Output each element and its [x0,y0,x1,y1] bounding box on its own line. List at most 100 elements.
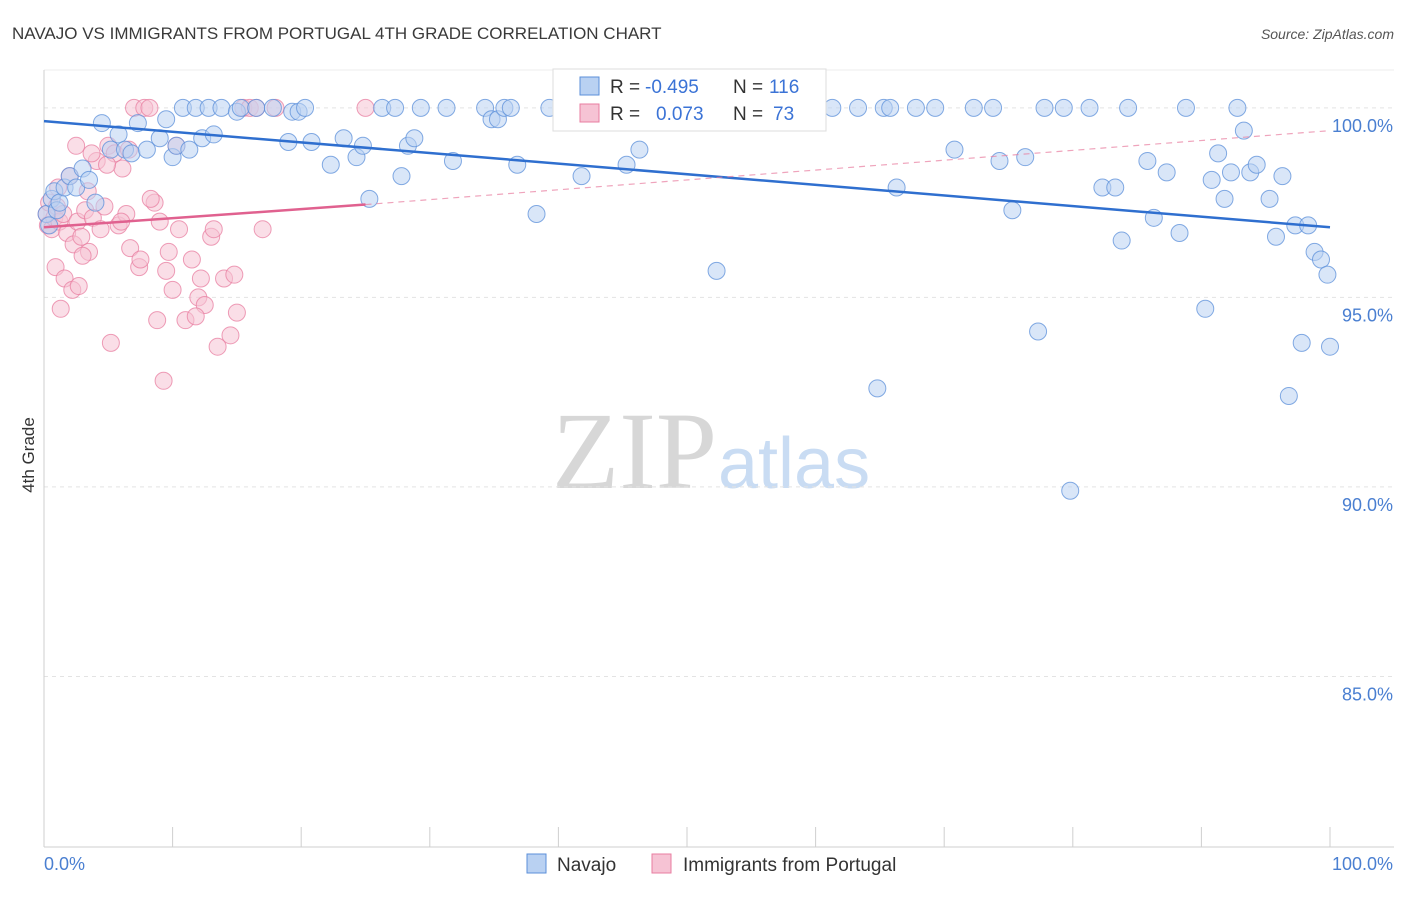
stats-r-value-portugal: 0.073 [656,104,704,125]
data-point [1228,98,1247,117]
trend-line [43,203,366,229]
trend-lines [43,119,1331,229]
data-point [1234,121,1253,140]
legend-label-navajo: Navajo [557,855,616,876]
data-point [296,98,315,117]
data-point [572,167,591,186]
x-tick-labels: 0.0% 100.0% [44,854,1393,874]
y-axis-label: 4th Grade [19,417,38,493]
stats-n-value-navajo: 116 [769,77,799,98]
data-point [1170,223,1189,242]
x-tick-label: 0.0% [44,854,85,874]
data-point [984,98,1003,117]
data-point [386,98,405,117]
data-point [1196,299,1215,318]
y-tick-label: 90.0% [1342,495,1393,515]
data-point [163,280,182,299]
data-point [868,379,887,398]
legend-swatch-navajo [526,853,547,874]
data-point [356,98,375,117]
stats-r-label-portugal: R = [610,104,640,125]
data-point [109,125,128,144]
data-point [137,140,156,159]
data-point [148,311,167,330]
data-point [101,333,120,352]
data-point [1321,337,1339,356]
data-point [1279,386,1298,405]
data-point [849,98,868,117]
data-point [140,98,159,117]
stats-n-value-portugal: 73 [773,104,794,125]
data-point [225,265,244,284]
data-point [231,98,250,117]
stats-swatch-portugal [579,103,600,123]
data-point [204,220,223,239]
stats-r-value-navajo: -0.495 [645,77,699,98]
data-point [1318,265,1337,284]
data-point [321,155,340,174]
data-point [443,151,462,170]
y-tick-labels: 100.0% 95.0% 90.0% 85.0% [1332,116,1393,705]
data-point [1061,481,1080,500]
data-point [92,114,111,133]
data-point [170,220,189,239]
stats-legend-box: R = -0.495 N = 116 R = 0.073 N = 73 [552,68,827,132]
data-point [945,140,964,159]
data-point [98,155,117,174]
data-point [360,189,379,208]
data-point [227,303,246,322]
data-point [253,220,272,239]
watermark-zip: ZIP [552,390,717,512]
stats-n-label-portugal: N = [733,104,763,125]
data-point [1209,144,1228,163]
data-point [86,193,105,212]
chart-source: Source: ZipAtlas.com [1261,26,1394,42]
data-point [157,261,176,280]
data-point [159,242,178,261]
chart-title: NAVAJO VS IMMIGRANTS FROM PORTUGAL 4TH G… [12,24,662,43]
legend-swatch-portugal [651,853,672,874]
data-point [1119,98,1138,117]
data-point [69,277,88,296]
data-point [1266,227,1285,246]
data-point [1221,163,1240,182]
data-point [1080,98,1099,117]
data-point [182,250,201,269]
data-point [1054,98,1073,117]
data-point [121,239,140,258]
data-point [501,98,520,117]
data-point [91,220,110,239]
data-point [208,337,227,356]
data-point [1176,98,1195,117]
x-tick-label: 100.0% [1332,854,1393,874]
data-point [527,205,546,224]
data-point [1202,170,1221,189]
data-point [51,299,70,318]
data-point [392,167,411,186]
data-point [437,98,456,117]
data-point [1016,148,1035,167]
data-point [881,98,900,117]
data-point [82,144,101,163]
data-point [73,246,92,265]
data-point [1260,189,1279,208]
data-point [1035,98,1054,117]
y-tick-label: 100.0% [1332,116,1393,136]
data-point [1157,163,1176,182]
data-point [141,189,160,208]
series-legend: Navajo Immigrants from Portugal [526,853,896,876]
data-point [50,193,69,212]
data-point [180,140,199,159]
data-point [1292,333,1311,352]
data-point [1003,201,1022,220]
stats-swatch-navajo [579,76,600,96]
data-point [80,170,99,189]
data-point [1273,167,1292,186]
data-point [1138,151,1157,170]
trend-line [43,119,1331,229]
data-point [113,159,132,178]
data-point [630,140,649,159]
data-point [906,98,925,117]
